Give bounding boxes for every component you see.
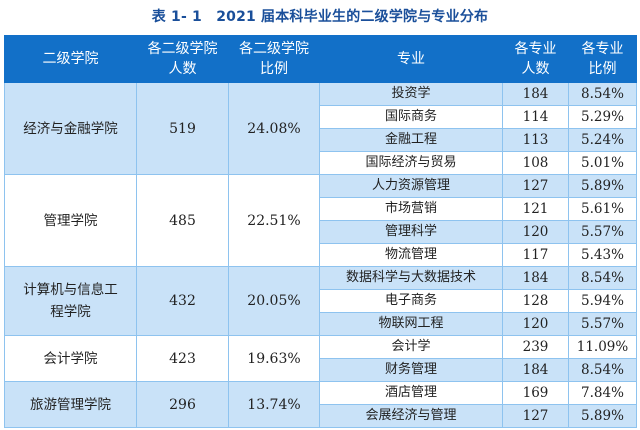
- major-name: 数据科学与大数据技术: [319, 266, 503, 290]
- table-row: 旅游管理学院 296 13.74% 酒店管理 169 7.84%: [4, 381, 637, 428]
- college-ratio: 13.74%: [228, 381, 320, 428]
- major-count: 120: [502, 220, 569, 244]
- major-name: 电子商务: [319, 289, 503, 313]
- table-row: 电子商务 128 5.94%: [5, 289, 637, 313]
- major-name: 酒店管理: [319, 381, 503, 405]
- college-major-table: 二级学院 各二级学院 人数 各二级学院 比例 专业 各专业 人数 各专业 比例 经济与金…: [4, 35, 637, 428]
- major-ratio: 5.89%: [568, 174, 637, 198]
- table-row: 国际商务 114 5.29%: [5, 105, 637, 129]
- college-count: 296: [136, 381, 229, 428]
- table-row: 会计学院 423 19.63% 会计学 239 11.09%: [4, 335, 637, 382]
- major-name: 管理科学: [319, 220, 503, 244]
- major-ratio: 8.54%: [568, 358, 637, 382]
- college-name: 旅游管理学院: [4, 381, 137, 428]
- major-count: 120: [502, 312, 569, 336]
- college-ratio: 22.51%: [228, 174, 320, 267]
- header-major: 专业: [319, 35, 503, 83]
- major-ratio: 5.24%: [568, 128, 637, 152]
- major-count: 108: [502, 151, 569, 175]
- major-ratio: 8.54%: [568, 266, 637, 290]
- major-count: 121: [502, 197, 569, 221]
- major-ratio: 5.57%: [568, 220, 637, 244]
- major-count: 113: [502, 128, 569, 152]
- major-ratio: 5.61%: [568, 197, 637, 221]
- major-ratio: 5.89%: [568, 404, 637, 428]
- major-count: 169: [502, 381, 569, 405]
- major-name: 物流管理: [319, 243, 503, 267]
- major-name: 物联网工程: [319, 312, 503, 336]
- table-header-row: 二级学院 各二级学院 人数 各二级学院 比例 专业 各专业 人数 各专业 比例: [4, 35, 637, 83]
- major-name: 金融工程: [319, 128, 503, 152]
- header-college: 二级学院: [4, 35, 137, 83]
- table-row: 会展经济与管理 127 5.89%: [5, 404, 637, 428]
- major-ratio: 11.09%: [568, 335, 637, 359]
- major-name: 投资学: [319, 82, 503, 106]
- college-count: 485: [136, 174, 229, 267]
- major-count: 127: [502, 404, 569, 428]
- table-row: 市场营销 121 5.61%: [5, 197, 637, 221]
- major-name: 会计学: [319, 335, 503, 359]
- table-row: 物流管理 117 5.43%: [5, 243, 637, 267]
- table-row: 管理学院 485 22.51% 人力资源管理 127 5.89%: [4, 174, 637, 267]
- table-row: 金融工程 113 5.24%: [5, 128, 637, 152]
- major-ratio: 5.01%: [568, 151, 637, 175]
- table-title: 表 1- 1 2021 届本科毕业生的二级学院与专业分布: [151, 9, 489, 25]
- college-count: 432: [136, 266, 229, 336]
- major-ratio: 5.57%: [568, 312, 637, 336]
- major-name: 市场营销: [319, 197, 503, 221]
- major-count: 117: [502, 243, 569, 267]
- college-name: 会计学院: [4, 335, 137, 382]
- major-count: 184: [502, 266, 569, 290]
- college-name: 管理学院: [4, 174, 137, 267]
- college-ratio: 24.08%: [228, 82, 320, 175]
- major-name: 会展经济与管理: [319, 404, 503, 428]
- college-count: 519: [136, 82, 229, 175]
- major-ratio: 5.43%: [568, 243, 637, 267]
- major-count: 184: [502, 358, 569, 382]
- major-name: 国际经济与贸易: [319, 151, 503, 175]
- college-name: 计算机与信息工 程学院: [4, 266, 137, 336]
- table-row: 经济与金融学院 519 24.08% 投资学 184 8.54%: [4, 82, 637, 175]
- table-row: 计算机与信息工 程学院 432 20.05% 数据科学与大数据技术 184 8.5…: [4, 266, 637, 336]
- college-name: 经济与金融学院: [4, 82, 137, 175]
- major-count: 127: [502, 174, 569, 198]
- table-row: 国际经济与贸易 108 5.01%: [5, 151, 637, 175]
- table-row: 管理科学 120 5.57%: [5, 220, 637, 244]
- major-name: 国际商务: [319, 105, 503, 129]
- major-ratio: 5.29%: [568, 105, 637, 129]
- header-college-ratio: 各二级学院 比例: [228, 35, 320, 83]
- major-count: 184: [502, 82, 569, 106]
- college-count: 423: [136, 335, 229, 382]
- major-name: 人力资源管理: [319, 174, 503, 198]
- major-count: 239: [502, 335, 569, 359]
- college-ratio: 20.05%: [228, 266, 320, 336]
- major-ratio: 7.84%: [568, 381, 637, 405]
- table-row: 物联网工程 120 5.57%: [5, 312, 637, 336]
- major-count: 128: [502, 289, 569, 313]
- header-college-count: 各二级学院 人数: [136, 35, 229, 83]
- header-major-ratio: 各专业 比例: [568, 35, 637, 83]
- major-ratio: 8.54%: [568, 82, 637, 106]
- college-ratio: 19.63%: [228, 335, 320, 382]
- header-major-count: 各专业 人数: [502, 35, 569, 83]
- major-count: 114: [502, 105, 569, 129]
- major-name: 财务管理: [319, 358, 503, 382]
- major-ratio: 5.94%: [568, 289, 637, 313]
